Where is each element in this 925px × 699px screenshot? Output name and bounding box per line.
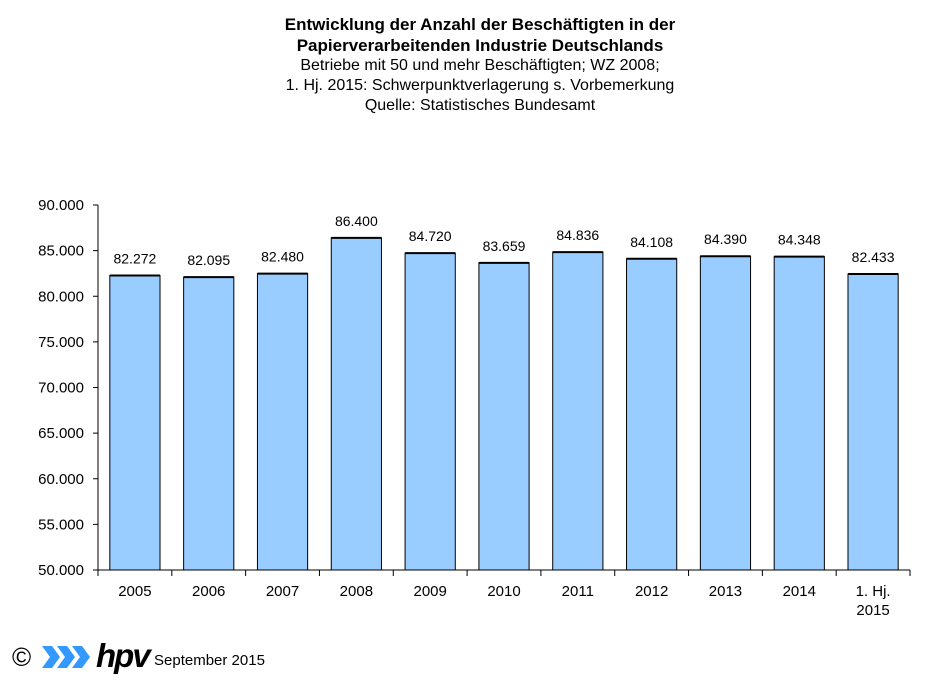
bar-value-label: 84.836 (556, 227, 599, 243)
y-tick-label: 50.000 (38, 562, 84, 579)
bar-value-label: 84.390 (704, 231, 747, 247)
hpv-logo-chevrons-icon (42, 646, 90, 668)
y-tick-label: 70.000 (38, 380, 84, 397)
y-tick-label: 60.000 (38, 471, 84, 488)
chart-title-line2: Papierverarbeitenden Industrie Deutschla… (296, 36, 664, 55)
chart-title: Entwicklung der Anzahl der Beschäftigten… (284, 15, 676, 34)
bar-value-label: 84.108 (630, 234, 673, 250)
x-category-label: 2013 (709, 583, 742, 600)
bar (626, 258, 678, 571)
x-category-label: 2011 (562, 583, 594, 600)
chart-subtitle-1: Betriebe mit 50 und mehr Beschäftigten; … (300, 57, 660, 74)
chart-subtitle-2: 1. Hj. 2015: Schwerpunktverlagerung s. V… (285, 77, 675, 94)
y-tick-label: 75.000 (38, 334, 84, 351)
x-category-label: 1. Hj. (856, 583, 891, 600)
bar-value-label: 82.272 (113, 251, 156, 267)
bar (183, 276, 235, 571)
bar-value-label: 84.720 (409, 228, 452, 244)
bar (699, 255, 752, 571)
bar-value-label: 82.433 (852, 249, 895, 265)
bar (773, 256, 825, 571)
bar (847, 273, 899, 571)
footer-date: September 2015 (154, 652, 265, 669)
y-tick-label: 90.000 (38, 197, 84, 214)
bar (552, 251, 604, 571)
x-category-label: 2014 (783, 583, 816, 600)
y-tick-label: 65.000 (38, 425, 84, 442)
x-category-label: 2010 (487, 583, 520, 600)
bar-value-label: 86.400 (335, 213, 378, 229)
y-tick-label: 80.000 (38, 288, 84, 305)
hpv-logo-text: hpv (96, 637, 151, 674)
bar-value-label: 84.348 (778, 232, 821, 248)
x-category-label: 2005 (118, 583, 151, 600)
bar-value-label: 82.095 (187, 252, 230, 268)
x-category-label: 2015 (856, 602, 889, 619)
bar-value-label: 82.480 (261, 249, 304, 265)
x-category-label: 2009 (413, 583, 446, 600)
x-category-label: 2012 (635, 583, 668, 600)
x-category-label: 2006 (192, 583, 225, 600)
chart-subtitle-3: Quelle: Statistisches Bundesamt (364, 97, 596, 114)
chart-titles: Entwicklung der Anzahl der Beschäftigten… (0, 14, 925, 116)
x-category-label: 2008 (340, 583, 373, 600)
x-category-label: 2007 (266, 583, 299, 600)
bar-value-label: 83.659 (483, 238, 526, 254)
bar (404, 252, 456, 571)
bar (109, 275, 161, 571)
bar (256, 273, 309, 571)
copyright-symbol: © (12, 642, 32, 672)
bar (330, 237, 382, 571)
bar (478, 262, 530, 571)
y-tick-label: 55.000 (38, 516, 84, 533)
y-tick-label: 85.000 (38, 243, 84, 260)
